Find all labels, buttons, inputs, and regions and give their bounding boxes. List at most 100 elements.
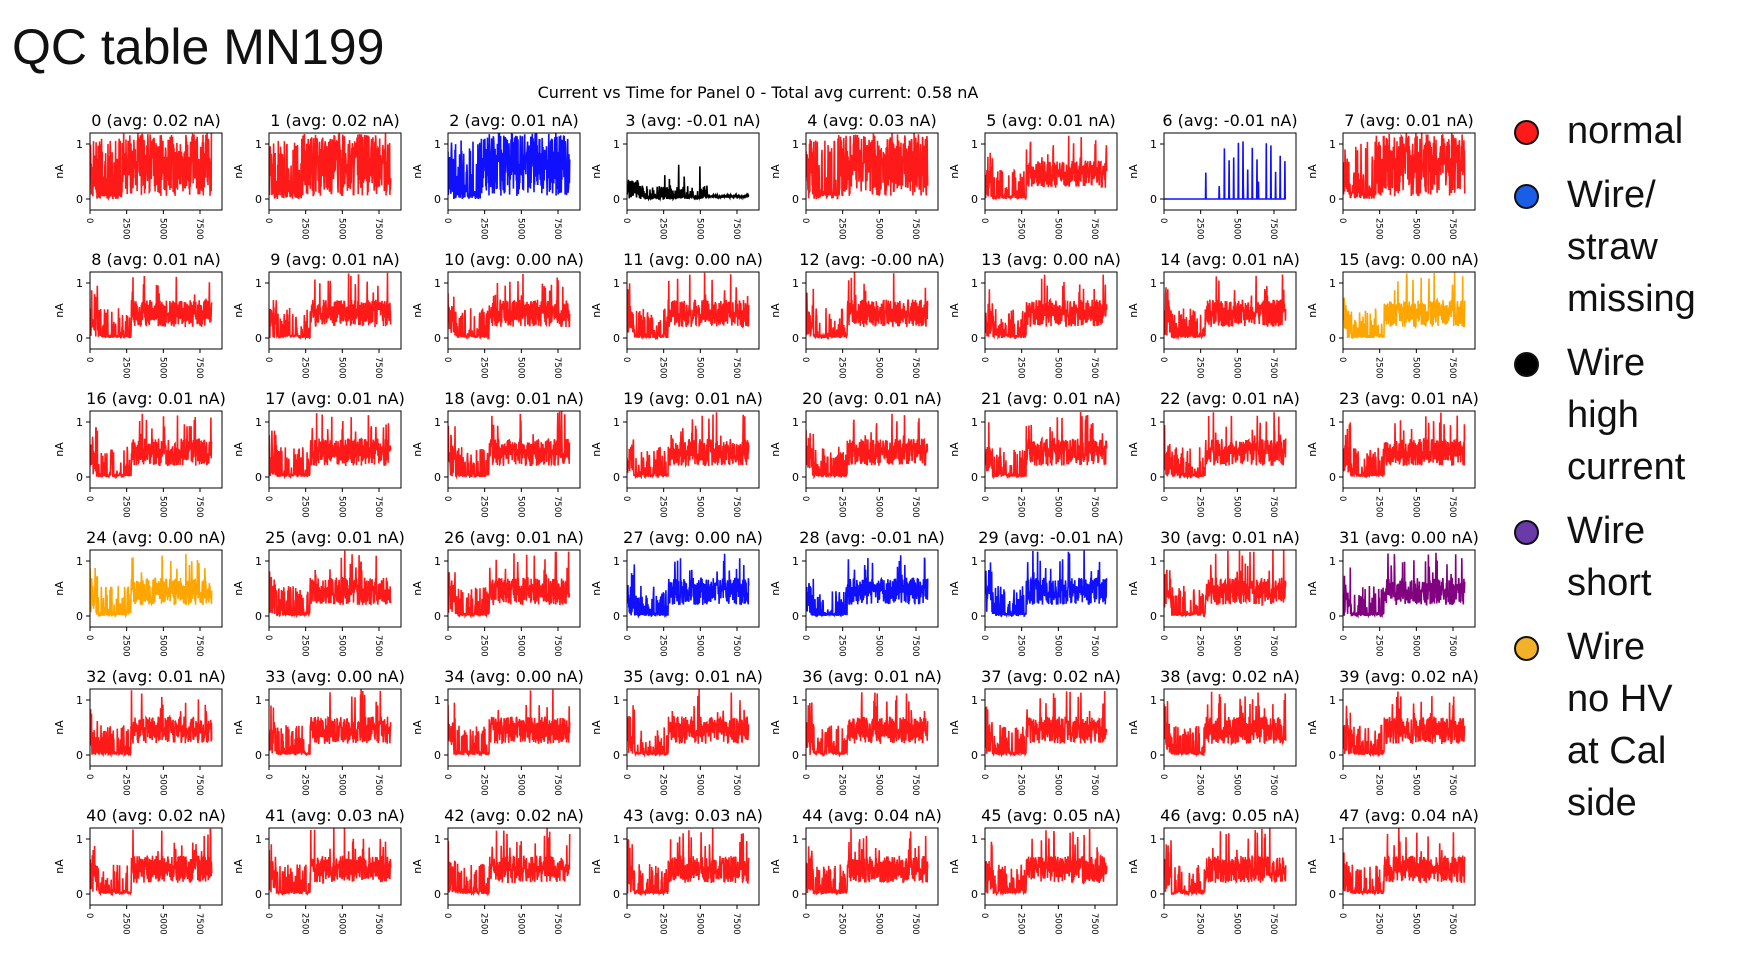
panel-frame (268, 549, 402, 628)
y-tick-label: 1 (1150, 833, 1157, 846)
legend-item-2: Wire high current (1500, 337, 1730, 493)
x-tick-label: 0 (84, 913, 94, 918)
x-tick-label: 2500 (479, 357, 489, 379)
y-tick-label: 0 (76, 193, 83, 206)
panel-frame (1342, 410, 1476, 489)
panel-trace (90, 413, 213, 480)
panel-title: 37 (avg: 0.02 nA) (981, 667, 1121, 686)
x-tick-label: 7500 (1447, 913, 1457, 935)
x-tick-label: 7500 (731, 913, 741, 935)
x-tick-label: 2500 (300, 496, 310, 518)
y-axis-label: nA (232, 442, 245, 457)
panel-45: 45 (avg: 0.05 nA) 0 1 nA 0 2500 5000 7500 (948, 806, 1121, 935)
panel-title: 27 (avg: 0.00 nA) (623, 528, 763, 547)
y-tick-label: 0 (613, 332, 620, 345)
y-tick-label: 1 (434, 555, 441, 568)
x-tick-label: 7500 (1268, 913, 1278, 935)
y-tick-label: 0 (792, 332, 799, 345)
x-tick-label: 2500 (837, 635, 847, 657)
y-axis-label: nA (411, 442, 424, 457)
panel-trace (985, 828, 1108, 897)
panel-title: 16 (avg: 0.01 nA) (86, 389, 226, 408)
x-tick-label: 0 (263, 913, 273, 918)
panel-4: 4 (avg: 0.03 nA) 0 1 nA 0 2500 5000 7500 (769, 111, 939, 240)
x-tick-label: 5000 (1410, 357, 1420, 379)
x-tick-label: 2500 (300, 635, 310, 657)
x-tick-label: 0 (442, 913, 452, 918)
x-tick-label: 2500 (1016, 774, 1026, 796)
x-tick-label: 5000 (1231, 496, 1241, 518)
x-tick-label: 7500 (194, 774, 204, 796)
panel-title: 9 (avg: 0.01 nA) (270, 250, 399, 269)
panel-trace (627, 689, 750, 758)
panel-frame (805, 549, 939, 628)
x-tick-label: 5000 (694, 357, 704, 379)
x-tick-label: 7500 (1089, 496, 1099, 518)
panel-44: 44 (avg: 0.04 nA) 0 1 nA 0 2500 5000 7500 (769, 806, 942, 935)
panel-trace (1164, 412, 1287, 480)
panel-29: 29 (avg: -0.01 nA) 0 1 nA 0 2500 5000 7500 (948, 528, 1124, 657)
y-tick-label: 0 (76, 610, 83, 623)
panel-32: 32 (avg: 0.01 nA) 0 1 nA 0 2500 5000 7500 (53, 667, 226, 796)
panel-16: 16 (avg: 0.01 nA) 0 1 nA 0 2500 5000 7500 (53, 389, 226, 518)
panel-frame (268, 410, 402, 489)
y-tick-label: 1 (255, 416, 262, 429)
y-tick-label: 1 (1329, 555, 1336, 568)
x-tick-label: 0 (1158, 496, 1168, 501)
x-tick-label: 0 (621, 774, 631, 779)
x-tick-label: 7500 (1268, 357, 1278, 379)
panel-14: 14 (avg: 0.01 nA) 0 1 nA 0 2500 5000 7500 (1127, 250, 1300, 379)
panel-frame (626, 132, 760, 211)
y-tick-label: 1 (792, 694, 799, 707)
y-tick-label: 1 (971, 277, 978, 290)
x-tick-label: 7500 (1268, 774, 1278, 796)
x-tick-label: 5000 (157, 357, 167, 379)
y-axis-label: nA (1127, 720, 1140, 735)
x-tick-label: 7500 (373, 913, 383, 935)
x-tick-label: 7500 (1268, 496, 1278, 518)
panel-19: 19 (avg: 0.01 nA) 0 1 nA 0 2500 5000 7500 (590, 389, 763, 518)
y-tick-label: 1 (971, 694, 978, 707)
x-tick-label: 5000 (336, 635, 346, 657)
x-tick-label: 2500 (837, 496, 847, 518)
panel-2: 2 (avg: 0.01 nA) 0 1 nA 0 2500 5000 7500 (411, 111, 581, 240)
x-tick-label: 5000 (1052, 913, 1062, 935)
y-axis-label: nA (53, 720, 66, 735)
panel-trace (448, 551, 571, 619)
y-tick-label: 1 (434, 694, 441, 707)
x-tick-label: 7500 (1089, 635, 1099, 657)
panel-trace (90, 554, 213, 619)
x-tick-label: 7500 (1089, 913, 1099, 935)
panel-27: 27 (avg: 0.00 nA) 0 1 nA 0 2500 5000 7500 (590, 528, 763, 657)
panel-frame (984, 410, 1118, 489)
y-tick-label: 1 (76, 833, 83, 846)
y-axis-label: nA (1127, 442, 1140, 457)
x-tick-label: 5000 (1052, 635, 1062, 657)
x-tick-label: 7500 (373, 635, 383, 657)
y-tick-label: 1 (1329, 416, 1336, 429)
panel-title: 35 (avg: 0.01 nA) (623, 667, 763, 686)
x-tick-label: 5000 (1231, 357, 1241, 379)
panel-frame (89, 271, 223, 350)
y-axis-label: nA (411, 859, 424, 874)
panel-frame (1342, 549, 1476, 628)
y-tick-label: 1 (255, 138, 262, 151)
y-tick-label: 0 (434, 888, 441, 901)
panel-frame (268, 827, 402, 906)
x-tick-label: 2500 (121, 774, 131, 796)
x-tick-label: 5000 (1231, 218, 1241, 240)
x-tick-label: 5000 (336, 774, 346, 796)
x-tick-label: 0 (1158, 774, 1168, 779)
x-tick-label: 5000 (1231, 913, 1241, 935)
panel-title: 30 (avg: 0.01 nA) (1160, 528, 1300, 547)
y-tick-label: 1 (255, 833, 262, 846)
x-tick-label: 2500 (1195, 635, 1205, 657)
x-tick-label: 5000 (515, 218, 525, 240)
x-tick-label: 5000 (1231, 774, 1241, 796)
panel-title: 25 (avg: 0.01 nA) (265, 528, 405, 547)
x-tick-label: 2500 (479, 635, 489, 657)
panel-frame (984, 549, 1118, 628)
y-tick-label: 1 (1329, 277, 1336, 290)
y-tick-label: 0 (1329, 749, 1336, 762)
panel-title: 31 (avg: 0.00 nA) (1339, 528, 1479, 547)
